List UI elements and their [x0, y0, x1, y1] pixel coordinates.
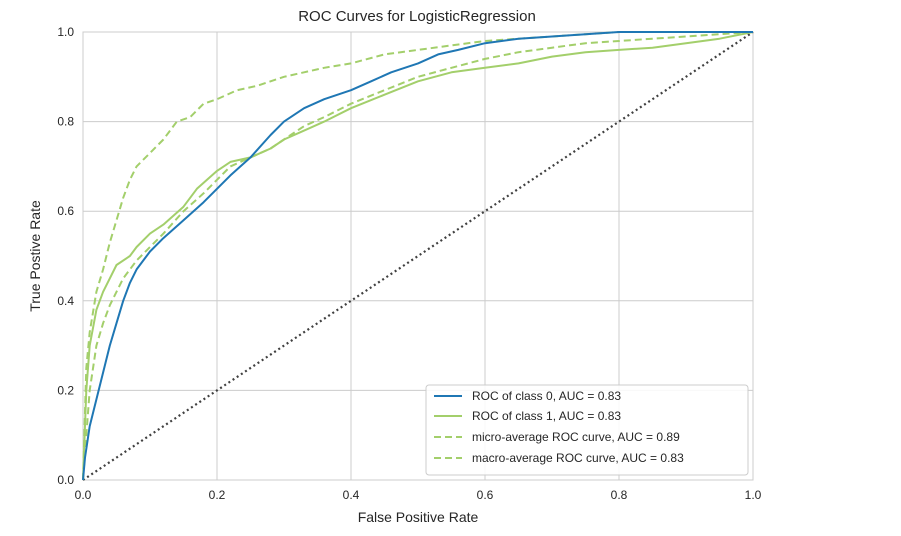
x-axis-label: False Positive Rate: [358, 509, 479, 525]
legend-item: micro-average ROC curve, AUC = 0.89: [434, 430, 680, 444]
chart-title: ROC Curves for LogisticRegression: [298, 8, 536, 25]
chance-diagonal-line: [82, 31, 754, 481]
legend: ROC of class 0, AUC = 0.83 ROC of class …: [425, 384, 749, 476]
legend-item: macro-average ROC curve, AUC = 0.83: [434, 451, 684, 465]
roc-class-0-line: [82, 31, 753, 481]
y-tick-labels: 0.0 0.2 0.4 0.6 0.8 1.0: [57, 25, 74, 487]
y-tick-label: 0.8: [57, 115, 74, 129]
y-tick-label: 0.6: [57, 204, 74, 218]
legend-box: [425, 384, 749, 476]
legend-label: ROC of class 1, AUC = 0.83: [472, 409, 621, 423]
x-tick-label: 0.0: [75, 488, 92, 502]
x-tick-label: 1.0: [745, 488, 762, 502]
legend-label: ROC of class 0, AUC = 0.83: [472, 389, 621, 403]
legend-item: ROC of class 0, AUC = 0.83: [434, 389, 621, 403]
y-axis-label: True Postive Rate: [27, 200, 43, 312]
legend-label: macro-average ROC curve, AUC = 0.83: [472, 451, 684, 465]
y-tick-label: 0.4: [57, 294, 74, 308]
legend-label: micro-average ROC curve, AUC = 0.89: [472, 430, 680, 444]
x-tick-labels: 0.0 0.2 0.4 0.6 0.8 1.0: [75, 488, 762, 502]
y-tick-label: 0.2: [57, 383, 74, 397]
legend-item: ROC of class 1, AUC = 0.83: [434, 409, 621, 423]
x-tick-label: 0.8: [611, 488, 628, 502]
y-tick-label: 1.0: [57, 25, 74, 39]
plot-area-border: [82, 31, 754, 481]
x-tick-label: 0.6: [477, 488, 494, 502]
series-layer: [82, 31, 754, 481]
x-tick-label: 0.4: [343, 488, 360, 502]
x-tick-label: 0.2: [209, 488, 226, 502]
y-tick-label: 0.0: [57, 473, 74, 487]
roc-class-1-line: [82, 31, 754, 481]
